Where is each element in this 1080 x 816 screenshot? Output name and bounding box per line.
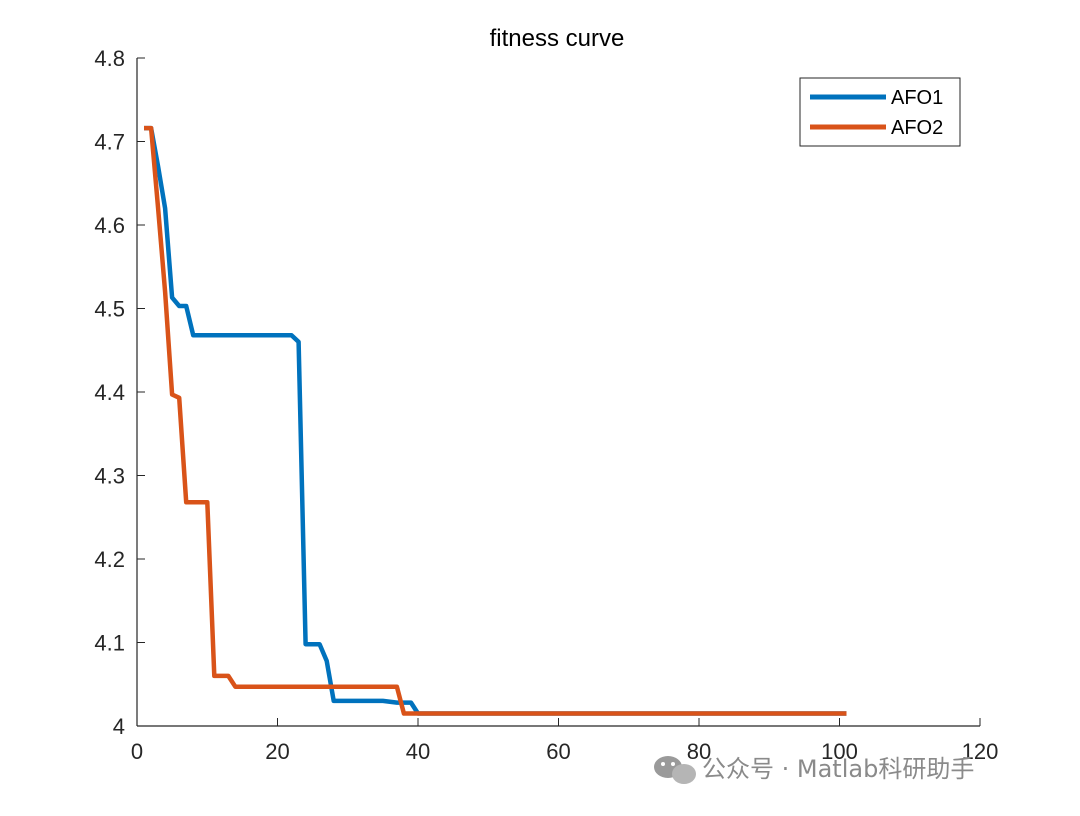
x-tick-label: 40 bbox=[406, 739, 430, 764]
wechat-icon bbox=[654, 756, 696, 784]
y-tick-label: 4.2 bbox=[94, 547, 125, 572]
watermark: 公众号 · Matlab科研助手 bbox=[654, 755, 974, 784]
x-tick-label: 100 bbox=[821, 739, 858, 764]
y-tick-label: 4.3 bbox=[94, 464, 125, 489]
x-tick-label: 60 bbox=[546, 739, 570, 764]
axes: 0 20 40 60 80 100 120 4 4.1 4.2 4.3 4.4 4.5 4.6 4.7 4.8 bbox=[94, 46, 998, 764]
y-tick-label: 4.7 bbox=[94, 130, 125, 155]
series-line-afo2 bbox=[144, 125, 847, 716]
x-tick-label: 0 bbox=[131, 739, 143, 764]
chart-title: fitness curve bbox=[490, 25, 625, 52]
y-tick-label: 4 bbox=[113, 714, 125, 739]
watermark-text: 公众号 · Matlab科研助手 bbox=[702, 755, 974, 783]
series-line-afo1 bbox=[144, 125, 847, 716]
series-layer bbox=[144, 125, 847, 716]
legend-label-afo2: AFO2 bbox=[891, 117, 943, 139]
legend: AFO1 AFO2 bbox=[799, 77, 961, 147]
y-tick-label: 4.8 bbox=[94, 46, 125, 71]
legend-box bbox=[799, 77, 961, 147]
y-tick-label: 4.5 bbox=[94, 297, 125, 322]
y-tick-label: 4.1 bbox=[94, 631, 125, 656]
y-tick-label: 4.6 bbox=[94, 213, 125, 238]
y-tick-label: 4.4 bbox=[94, 380, 125, 405]
x-tick-label: 120 bbox=[962, 739, 999, 764]
legend-label-afo1: AFO1 bbox=[891, 87, 943, 109]
x-tick-label: 80 bbox=[687, 739, 711, 764]
x-tick-label: 20 bbox=[265, 739, 289, 764]
